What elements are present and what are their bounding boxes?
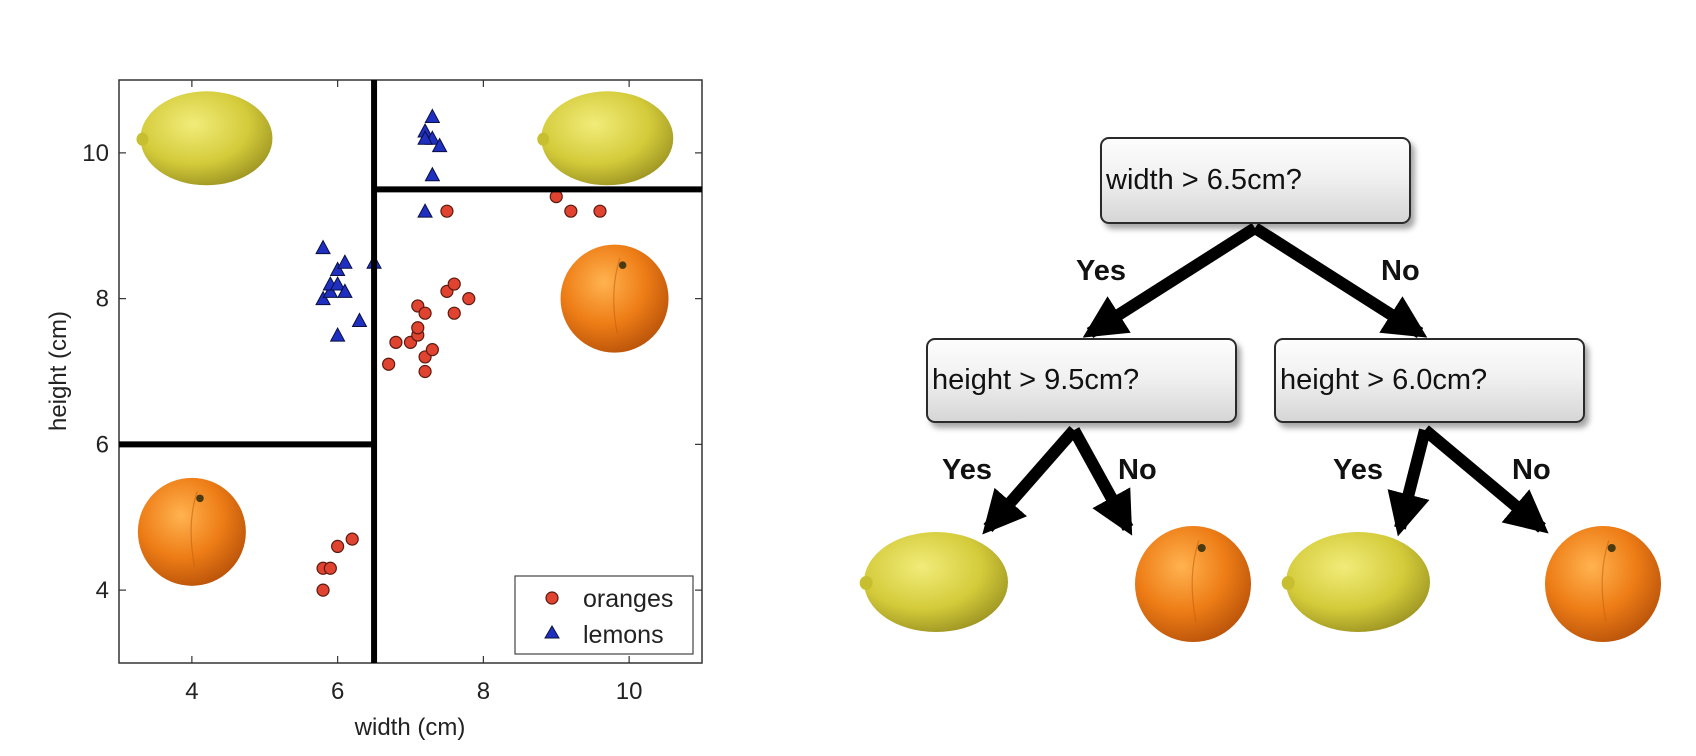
edge-label-root-yes: Yes bbox=[1076, 255, 1126, 287]
lemon-data-point bbox=[351, 312, 368, 327]
lemon-data-point bbox=[315, 290, 331, 306]
orange-data-point bbox=[345, 532, 359, 546]
orange-body bbox=[560, 244, 669, 353]
orange-segment-line bbox=[613, 257, 621, 334]
edge-label-root-no: No bbox=[1381, 255, 1420, 287]
edge-label-right-no: No bbox=[1512, 454, 1551, 486]
lemon-body bbox=[140, 91, 273, 186]
y-tick-label: 10 bbox=[82, 140, 109, 167]
orange-data-point bbox=[425, 343, 439, 357]
orange-data-point bbox=[447, 277, 461, 291]
region-orange-image bbox=[137, 477, 246, 586]
lemon-body bbox=[541, 91, 674, 186]
orange-data-point bbox=[411, 321, 425, 335]
lemon-data-point bbox=[315, 239, 331, 255]
x-tick-label: 4 bbox=[185, 678, 198, 705]
tree-edges bbox=[982, 222, 1549, 537]
lemon-data-point bbox=[329, 261, 346, 276]
lemon-tip bbox=[537, 132, 550, 146]
orange-stem bbox=[196, 494, 204, 503]
orange-data-point bbox=[323, 561, 337, 575]
orange-data-point bbox=[331, 539, 345, 554]
orange-data-point bbox=[549, 190, 563, 204]
tree-leaf-lemon-right bbox=[1281, 532, 1430, 632]
orange-segment-line bbox=[1191, 540, 1200, 622]
tree-leaves bbox=[859, 526, 1661, 642]
orange-data-point bbox=[447, 306, 461, 320]
decision-boundaries bbox=[119, 80, 702, 663]
lemon-data-point bbox=[337, 283, 353, 298]
edge-label-left-yes: Yes bbox=[942, 454, 992, 486]
lemon-data-point bbox=[322, 283, 339, 298]
edge-label-left-no: No bbox=[1118, 454, 1157, 486]
legend-oranges-label: oranges bbox=[583, 585, 673, 613]
orange-data-point bbox=[316, 583, 330, 597]
region-lemon-image bbox=[537, 91, 674, 186]
lemon-data-point bbox=[417, 203, 433, 218]
orange-data-point bbox=[462, 292, 476, 306]
orange-data-point bbox=[564, 204, 578, 218]
edge-right-yes-arrow bbox=[1387, 428, 1431, 537]
tree-leaf-orange-left bbox=[1135, 526, 1251, 642]
region-orange-image bbox=[560, 244, 669, 353]
orange-stem bbox=[1197, 543, 1206, 553]
x-tick-label: 8 bbox=[477, 678, 490, 705]
y-tick-label: 4 bbox=[96, 577, 109, 604]
orange-stem bbox=[1607, 543, 1616, 553]
edge-left-yes-arrow bbox=[982, 426, 1079, 535]
tree-leaf-lemon-left bbox=[859, 532, 1008, 632]
lemon-body bbox=[1286, 532, 1430, 632]
lemon-data-point bbox=[424, 166, 441, 182]
legend-lemons-marker bbox=[544, 625, 560, 639]
edge-root-no-arrow bbox=[1251, 222, 1428, 339]
lemon-data-point bbox=[337, 254, 353, 269]
orange-body bbox=[137, 477, 246, 586]
legend-lemons-label: lemons bbox=[583, 621, 664, 649]
y-tick-label: 8 bbox=[96, 286, 109, 313]
lemon-data-point bbox=[424, 108, 441, 123]
legend-oranges-marker bbox=[545, 591, 559, 605]
tree-leaf-orange-right bbox=[1545, 526, 1661, 642]
orange-segment-line bbox=[1601, 540, 1610, 622]
x-tick-label: 6 bbox=[331, 678, 344, 705]
tree-node-right: height > 6.0cm? bbox=[1274, 338, 1585, 423]
orange-data-point bbox=[418, 364, 432, 379]
legend-box bbox=[514, 575, 694, 655]
edge-right-no-arrow bbox=[1421, 425, 1549, 534]
region-lemon-image bbox=[136, 91, 273, 186]
tree-node-left: height > 9.5cm? bbox=[926, 338, 1237, 423]
lemon-tip bbox=[136, 132, 149, 146]
x-axis-label: width (cm) bbox=[354, 714, 466, 741]
lemon-data-point bbox=[329, 327, 346, 342]
lemon-tip bbox=[859, 576, 873, 590]
x-tick-label: 10 bbox=[616, 678, 643, 705]
orange-data-point bbox=[440, 204, 454, 218]
orange-data-point bbox=[593, 204, 607, 218]
lemon-data-point bbox=[431, 137, 448, 153]
lemon-tip bbox=[1281, 576, 1295, 590]
orange-body bbox=[1135, 526, 1251, 642]
edge-label-right-yes: Yes bbox=[1333, 454, 1383, 486]
legend: oranges lemons bbox=[514, 575, 694, 655]
lemon-data-point bbox=[417, 130, 433, 145]
orange-body bbox=[1545, 526, 1661, 642]
region-fruit-images bbox=[136, 91, 674, 586]
orange-data-point bbox=[382, 357, 396, 371]
orange-data-point bbox=[418, 306, 432, 320]
orange-stem bbox=[618, 261, 627, 269]
tree-node-root: width > 6.5cm? bbox=[1100, 137, 1411, 224]
y-tick-label: 6 bbox=[96, 431, 109, 458]
orange-segment-line bbox=[190, 491, 198, 568]
lemon-body bbox=[864, 532, 1008, 632]
axis-ticks: 4 6 8 10 4 6 8 10 bbox=[82, 80, 702, 705]
lemon-data-point bbox=[329, 275, 346, 291]
edge-root-yes-arrow bbox=[1082, 222, 1259, 339]
y-axis-label: height (cm) bbox=[45, 311, 72, 431]
orange-data-point bbox=[389, 335, 403, 349]
edge-left-no-arrow bbox=[1068, 427, 1134, 536]
